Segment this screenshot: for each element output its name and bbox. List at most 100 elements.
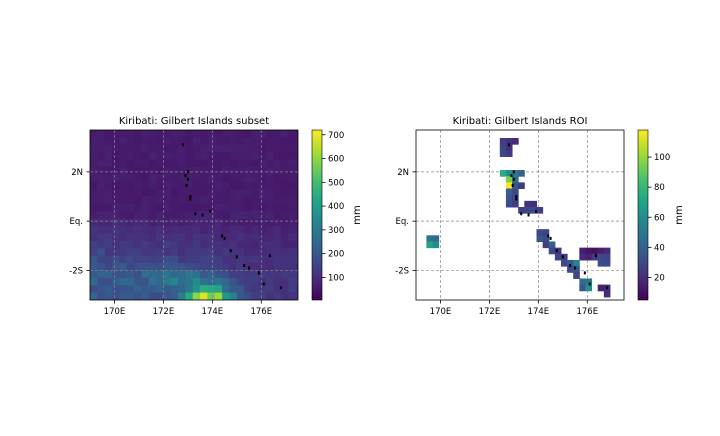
subset-heatmap-cell [134, 255, 143, 264]
subset-heatmap-cell [192, 248, 201, 257]
subset-heatmap-cell [156, 292, 165, 300]
subset-heatmap-cell [192, 233, 201, 242]
subset-heatmap-cell [244, 248, 253, 257]
subset-colorbar-tick-label: 300 [328, 226, 344, 236]
subset-heatmap-cell [236, 248, 245, 257]
subset-heatmap-cell [170, 152, 179, 161]
subset-heatmap-cell [119, 152, 128, 161]
subset-heatmap-cell [222, 196, 231, 205]
roi-heatmap-cell [573, 272, 580, 279]
subset-heatmap-cell [156, 152, 165, 161]
subset-heatmap-cell [273, 152, 282, 161]
subset-heatmap-cell [178, 255, 187, 264]
subset-heatmap-cell [266, 263, 275, 272]
subset-heatmap-cell [156, 203, 165, 213]
subset-heatmap-cell [236, 181, 245, 190]
subset-heatmap-cell [251, 285, 260, 294]
subset-heatmap-cell [185, 203, 194, 213]
subset-heatmap-cell [112, 240, 121, 250]
roi-heatmap-cell [505, 188, 513, 196]
subset-heatmap-cell [126, 270, 135, 279]
subset-heatmap-cell [126, 292, 135, 300]
subset-heatmap-cell [90, 233, 99, 242]
subset-heatmap-cell [148, 144, 157, 153]
subset-heatmap-cell [200, 130, 209, 139]
roi-island-mark [547, 234, 550, 238]
subset-heatmap-cell [236, 174, 245, 183]
subset-heatmap-cell [148, 189, 157, 198]
subset-heatmap-cell [104, 226, 113, 235]
subset-heatmap-cell [170, 248, 179, 257]
subset-heatmap-cell [222, 292, 231, 300]
subset-heatmap-cell [273, 218, 282, 227]
roi-axes-frame [415, 129, 625, 301]
roi-heatmap-cell [573, 259, 580, 267]
roi-heatmap-cell [518, 182, 525, 190]
subset-heatmap-cell [170, 174, 179, 183]
subset-heatmap-cell [141, 263, 150, 272]
subset-heatmap-cell [178, 159, 187, 168]
subset-axis-ticks: 170E 172E 174E 176E 2N Eq. -2S [69, 168, 272, 317]
subset-heatmap-cell [229, 144, 238, 153]
subset-heatmap-cell [296, 300, 304, 308]
subset-heatmap-cell [251, 211, 260, 220]
roi-heatmap-cell [512, 138, 519, 145]
roi-heatmap-cell [585, 278, 593, 286]
roi-heatmap-cell [505, 144, 513, 151]
subset-heatmap-cell [112, 174, 121, 183]
subset-island-mark [194, 212, 197, 216]
roi-heatmap-cell [536, 235, 544, 242]
subset-heatmap-cell [251, 174, 260, 183]
subset-heatmap-cell [273, 174, 282, 183]
subset-heatmap-cell [119, 263, 128, 272]
roi-xtick-label: 174E [528, 307, 550, 317]
subset-heatmap-cell [178, 174, 187, 183]
roi-heatmap-cell [603, 247, 611, 255]
subset-heatmap-cell [295, 166, 298, 176]
roi-xtick-label: 170E [430, 307, 452, 317]
subset-heatmap-cell [126, 277, 135, 287]
subset-heatmap-cell [90, 218, 99, 227]
subset-heatmap-cell [295, 181, 298, 190]
subset-heatmap-cell [141, 174, 150, 183]
subset-heatmap-cell [170, 292, 179, 300]
subset-heatmap-cell [97, 137, 106, 146]
subset-heatmap-cell [258, 240, 267, 250]
subset-heatmap-cell [258, 270, 267, 279]
subset-heatmap-cell [148, 137, 157, 146]
subset-heatmap-cell [222, 159, 231, 168]
subset-heatmap-cell [222, 226, 231, 235]
subset-heatmap-cell [134, 203, 143, 213]
subset-heatmap-cell [266, 159, 275, 168]
subset-heatmap-cell [236, 277, 245, 287]
subset-heatmap-cell [193, 300, 201, 308]
subset-heatmap-cell [112, 263, 121, 272]
subset-island-mark [229, 249, 232, 253]
subset-heatmap-cell [97, 203, 106, 213]
subset-heatmap-cell [112, 137, 121, 146]
subset-heatmap-cell [178, 211, 187, 220]
subset-heatmap-cell [266, 166, 275, 176]
roi-colorbar: 20 40 60 80 100 mm [637, 129, 685, 301]
roi-island-mark [555, 249, 558, 253]
subset-colorbar-tick-label: 600 [328, 155, 344, 165]
subset-heatmap-cell [148, 181, 157, 190]
subset-heatmap-cell [141, 218, 150, 227]
subset-island-mark [221, 234, 224, 238]
subset-heatmap-cell [148, 255, 157, 264]
subset-heatmap-cell [288, 211, 297, 220]
subset-heatmap-cell [156, 130, 165, 139]
subset-heatmap-cell [178, 300, 186, 308]
subset-heatmap-cell [295, 152, 298, 161]
subset-island-mark [181, 143, 184, 147]
subset-heatmap-cell [119, 292, 128, 300]
subset-heatmap-cell [280, 166, 290, 176]
subset-heatmap-cell [214, 159, 223, 168]
subset-heatmap-cell [222, 300, 230, 308]
subset-heatmap-cell [148, 196, 157, 205]
subset-heatmap-cell [192, 263, 201, 272]
subset-heatmap-cell [214, 137, 223, 146]
subset-heatmap-cell [126, 248, 135, 257]
subset-heatmap-cell [163, 174, 172, 183]
subset-heatmap-cell [214, 166, 223, 176]
